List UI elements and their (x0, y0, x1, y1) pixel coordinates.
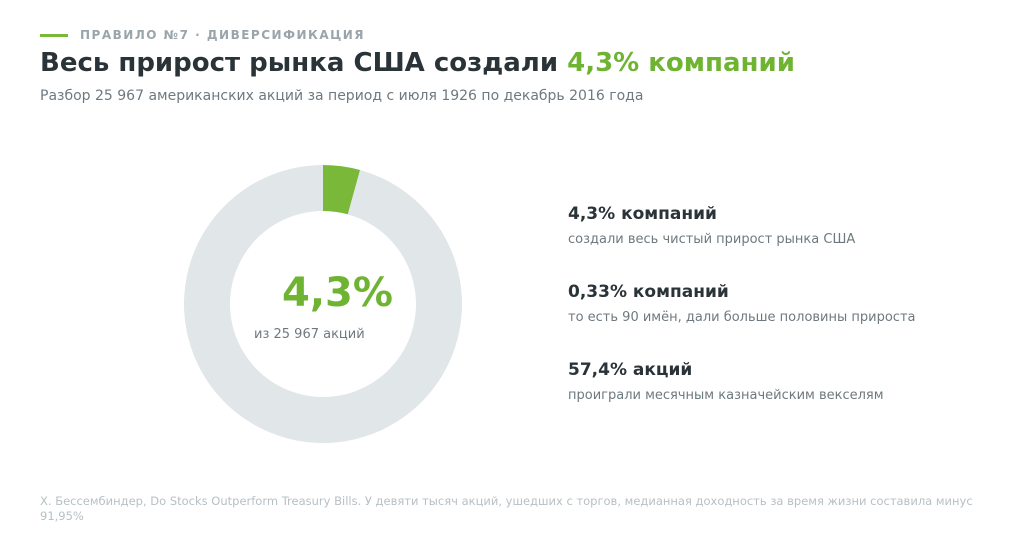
subtitle: Разбор 25 967 американских акций за пери… (40, 88, 644, 104)
kicker-text: ПРАВИЛО №7 · ДИВЕРСИФИКАЦИЯ (80, 28, 366, 42)
donut-center-value: 4,3% (282, 270, 393, 316)
stat-item: 57,4% акций проиграли месячным казначейс… (568, 360, 988, 438)
stat-head: 4,3% компаний (568, 204, 717, 224)
donut-center-caption: из 25 967 акций (254, 327, 365, 342)
page-title: Весь прирост рынка США создали 4,3% комп… (40, 48, 795, 78)
donut-slice-rest (184, 165, 463, 444)
stat-item: 0,33% компаний то есть 90 имён, дали бол… (568, 282, 988, 360)
kicker: ПРАВИЛО №7 · ДИВЕРСИФИКАЦИЯ (40, 28, 365, 42)
stat-head: 57,4% акций (568, 360, 693, 380)
title-main: Весь прирост рынка США создали (40, 48, 559, 78)
stat-item: 4,3% компаний создали весь чистый прирос… (568, 204, 988, 282)
source-note: Х. Бессембиндер, Do Stocks Outperform Tr… (40, 494, 973, 523)
kicker-accent-line (40, 33, 68, 37)
stat-desc: то есть 90 имён, дали больше половины пр… (568, 310, 916, 325)
donut-chart (184, 165, 463, 444)
stat-desc: проиграли месячным казначейским векселям (568, 388, 884, 403)
stat-desc: создали весь чистый прирост рынка США (568, 232, 856, 247)
donut-slice-highlight (323, 165, 361, 215)
stat-head: 0,33% компаний (568, 282, 729, 302)
stats-list: 4,3% компаний создали весь чистый прирос… (568, 204, 988, 438)
title-accent: 4,3% компаний (567, 48, 795, 78)
